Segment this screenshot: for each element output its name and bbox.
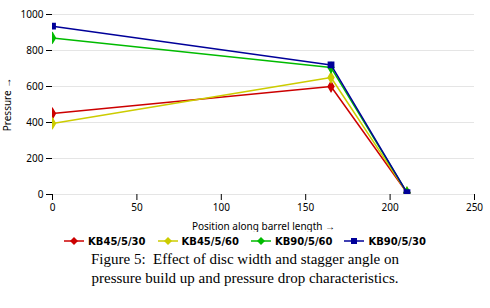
svg-text:400: 400 <box>26 115 43 129</box>
svg-text:1000: 1000 <box>21 7 44 21</box>
svg-text:100: 100 <box>213 200 230 214</box>
svg-text:800: 800 <box>26 43 43 57</box>
svg-text:0: 0 <box>50 200 56 214</box>
html-text:KB45/5/30: KB45/5/30 <box>88 235 146 247</box>
html-text:Figure 5: Effect of disc width: Figure 5: Effect of disc width and stagg… <box>91 251 399 267</box>
html-text:KB90/5/60: KB90/5/60 <box>275 235 333 247</box>
svg-text:Pressure →: Pressure → <box>0 78 14 132</box>
svg-text:250: 250 <box>466 200 483 214</box>
svg-text:Position along barrel length →: Position along barrel length → <box>192 219 335 233</box>
svg-text:600: 600 <box>26 79 43 93</box>
svg-text:150: 150 <box>297 200 314 214</box>
html-text:KB90/5/30: KB90/5/30 <box>368 235 426 247</box>
svg-text:200: 200 <box>382 200 399 214</box>
svg-text:200: 200 <box>26 151 43 165</box>
svg-text:0: 0 <box>38 187 44 201</box>
html-text:KB45/5/60: KB45/5/60 <box>181 235 239 247</box>
html-text:pressure build up and pressure: pressure build up and pressure drop char… <box>91 270 399 286</box>
svg-text:50: 50 <box>131 200 143 214</box>
